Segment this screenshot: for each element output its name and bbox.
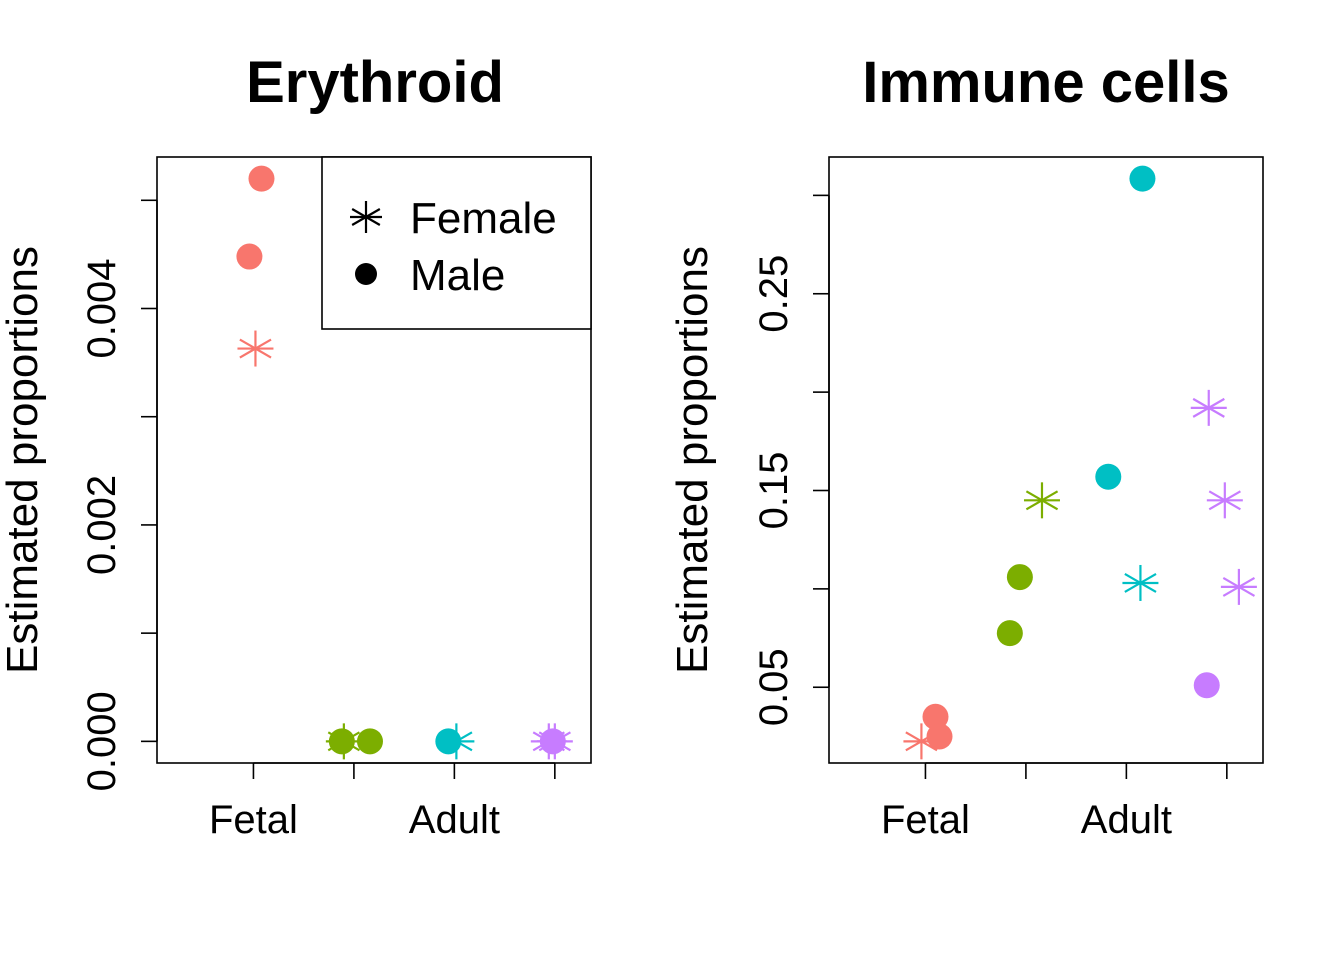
y-tick-label: 0.15 bbox=[752, 452, 796, 530]
x-tick-label: Fetal bbox=[881, 798, 970, 842]
x-axis: Fetal Adult bbox=[881, 762, 1228, 842]
data-point-male bbox=[996, 620, 1023, 647]
data-point-male bbox=[1006, 564, 1033, 591]
legend: Female Male bbox=[321, 156, 592, 330]
panel-erythroid: Erythroid Estimated proportions 0.0000.0… bbox=[0, 50, 592, 842]
y-axis: 0.000 0.002 0.004 bbox=[80, 199, 158, 791]
data-point-male bbox=[926, 723, 953, 750]
x-tick-label: Fetal bbox=[209, 798, 298, 842]
legend-label-male: Male bbox=[410, 251, 505, 300]
y-axis-label: Estimated proportions bbox=[668, 246, 717, 674]
legend-star-icon bbox=[350, 201, 382, 233]
data-point-male bbox=[248, 165, 275, 192]
legend-label-female: Female bbox=[410, 194, 557, 243]
data-point-female bbox=[1023, 482, 1060, 519]
data-point-male bbox=[539, 728, 566, 755]
x-tick-label: Adult bbox=[409, 798, 500, 842]
y-tick-label: 0.25 bbox=[752, 255, 796, 333]
y-tick-label: 0.004 bbox=[80, 258, 124, 358]
data-point-male bbox=[1129, 165, 1156, 192]
legend-star-mark bbox=[350, 201, 382, 233]
y-axis-label: Estimated proportions bbox=[0, 246, 47, 674]
data-point-female bbox=[1220, 568, 1257, 605]
data-point-female bbox=[1190, 389, 1227, 426]
y-tick-label: 0.000 bbox=[80, 691, 124, 791]
data-point-male bbox=[328, 728, 355, 755]
panel-immune-cells: Immune cells Estimated proportions 0.050… bbox=[668, 50, 1264, 842]
data-point-male bbox=[236, 243, 263, 270]
data-point-female bbox=[1206, 482, 1243, 519]
y-axis: 0.05 0.15 0.25 bbox=[752, 194, 830, 726]
chart-title: Immune cells bbox=[862, 50, 1229, 115]
data-point-male bbox=[1193, 672, 1220, 699]
data-point-male bbox=[435, 728, 462, 755]
y-tick-label: 0.002 bbox=[80, 475, 124, 575]
data-point-female bbox=[1122, 564, 1159, 601]
data-point-male bbox=[1095, 463, 1122, 490]
data-points bbox=[236, 165, 573, 760]
y-tick-label: 0.05 bbox=[752, 648, 796, 726]
legend-circle-icon bbox=[355, 263, 377, 285]
data-point-male bbox=[922, 703, 949, 730]
chart-title: Erythroid bbox=[246, 50, 504, 115]
legend-box bbox=[321, 156, 592, 330]
x-axis: Fetal Adult bbox=[209, 762, 556, 842]
data-point-male bbox=[356, 728, 383, 755]
plot-frame bbox=[828, 156, 1264, 764]
data-points bbox=[903, 165, 1257, 760]
x-tick-label: Adult bbox=[1081, 798, 1172, 842]
data-point-female bbox=[237, 330, 274, 367]
